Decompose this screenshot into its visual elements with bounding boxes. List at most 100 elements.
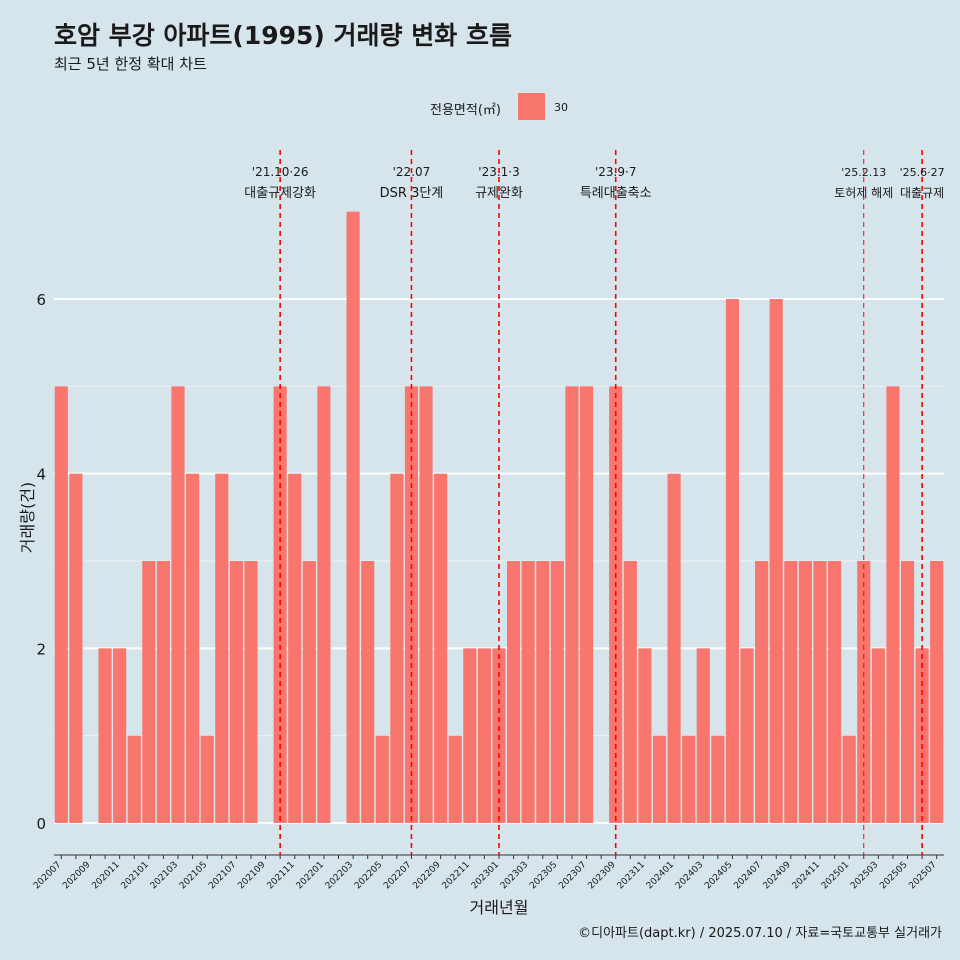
x-tick-label: 202101: [120, 860, 151, 891]
x-tick-label: 202209: [411, 860, 443, 892]
x-tick-label: 202405: [703, 860, 734, 891]
bar: [390, 473, 404, 823]
bar: [419, 386, 433, 823]
chart-caption: ©디아파트(dapt.kr) / 2025.07.10 / 자료=국토교통부 실…: [578, 926, 942, 941]
bar: [113, 648, 127, 823]
bar: [550, 561, 564, 823]
bar: [536, 561, 550, 823]
bar: [740, 648, 754, 823]
bar: [798, 561, 812, 823]
event-date-label: '22.07: [393, 165, 431, 179]
event-date-label: '23.1·3: [478, 165, 519, 179]
bar: [725, 299, 740, 823]
x-tick-label: 202007: [32, 860, 63, 891]
x-tick-label: 202203: [324, 860, 355, 891]
bar: [711, 735, 725, 823]
event-label: 대출규제: [900, 186, 944, 200]
y-tick-label: 0: [36, 815, 46, 833]
bar: [156, 561, 170, 823]
event-label: 특례대출축소: [580, 186, 652, 201]
x-tick-label: 202305: [528, 860, 559, 891]
bar: [98, 648, 112, 823]
x-tick-label: 202211: [441, 860, 472, 891]
bar: [361, 561, 375, 823]
bar: [682, 735, 696, 823]
bar: [623, 561, 637, 823]
x-axis-title: 거래년월: [470, 898, 529, 917]
event-date-label: '25.2.13: [841, 166, 886, 179]
x-tick-label: 202403: [674, 860, 705, 891]
x-tick-label: 202009: [61, 860, 93, 892]
x-tick-label: 202507: [907, 860, 938, 891]
y-tick-label: 2: [36, 640, 46, 658]
bar: [317, 386, 331, 823]
event-date-label: '25.6·27: [900, 166, 945, 179]
x-tick-label: 202111: [265, 860, 296, 891]
bar: [828, 561, 842, 823]
bar: [813, 561, 827, 823]
event-label: 대출규제강화: [244, 186, 316, 201]
bar: [302, 561, 316, 823]
event-label: DSR 3단계: [380, 186, 444, 201]
bar: [346, 211, 360, 823]
bar: [930, 561, 944, 823]
event-date-label: '21.10·26: [252, 165, 309, 179]
bar: [842, 735, 856, 823]
bar: [186, 473, 200, 823]
bar: [579, 386, 594, 823]
legend-key-swatch: [518, 93, 545, 120]
bar: [142, 561, 156, 823]
bar: [54, 386, 68, 823]
x-tick-label: 202109: [236, 860, 268, 892]
x-tick-label: 202501: [820, 860, 851, 891]
bar: [521, 561, 535, 823]
bar: [229, 561, 243, 823]
bar: [755, 561, 769, 823]
x-tick-label: 202505: [878, 860, 909, 891]
bar: [696, 648, 710, 823]
x-tick-label: 202303: [499, 860, 530, 891]
bar: [69, 473, 83, 823]
bar: [652, 735, 667, 823]
legend: 전용면적(㎡) 30: [0, 93, 960, 121]
bar: [375, 735, 389, 823]
bar: [463, 648, 477, 823]
x-tick-label: 202301: [470, 860, 501, 891]
x-tick-label: 202207: [382, 860, 413, 891]
x-tick-label: 202411: [791, 860, 822, 891]
x-tick-label: 202311: [616, 860, 647, 891]
legend-title: 전용면적(㎡): [430, 103, 501, 118]
x-tick-label: 202103: [149, 860, 180, 891]
bar: [667, 473, 681, 823]
bar: [638, 648, 652, 823]
bar: [288, 473, 302, 823]
chart-title: 호암 부강 아파트(1995) 거래량 변화 흐름: [54, 21, 512, 50]
x-tick-label: 202201: [295, 860, 326, 891]
bar: [477, 648, 491, 823]
x-tick-label: 202409: [762, 860, 794, 892]
bar: [215, 473, 229, 823]
chart-subtitle: 최근 5년 한정 확대 차트: [54, 55, 207, 73]
legend-item-label: 30: [554, 101, 568, 114]
bar: [871, 648, 885, 823]
x-tick-label: 202307: [557, 860, 588, 891]
bar: [769, 299, 783, 823]
event-label: 토허제 해제: [834, 186, 893, 200]
y-tick-label: 6: [36, 291, 46, 309]
bar: [900, 561, 915, 823]
bar: [784, 561, 798, 823]
bar: [886, 386, 900, 823]
bar: [127, 735, 141, 823]
x-tick-label: 202105: [178, 860, 209, 891]
y-axis-title: 거래량(건): [18, 482, 37, 553]
bar: [200, 735, 214, 823]
x-tick-label: 202407: [732, 860, 763, 891]
bar: [244, 561, 258, 823]
bar: [434, 473, 448, 823]
x-tick-label: 202107: [207, 860, 238, 891]
event-label: 규제완화: [475, 186, 523, 201]
bar: [448, 735, 462, 823]
x-tick-label: 202503: [849, 860, 880, 891]
event-date-label: '23.9·7: [595, 165, 636, 179]
